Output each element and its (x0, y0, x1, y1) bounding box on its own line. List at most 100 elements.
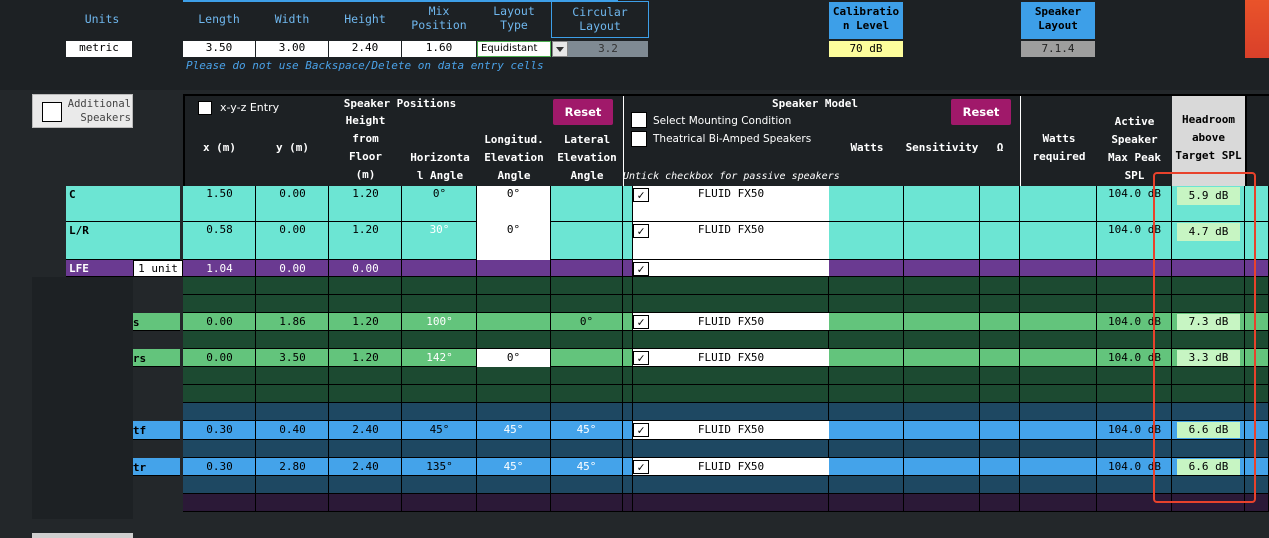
height-value-cell[interactable]: 2.40 (352, 460, 379, 473)
xyz-entry-checkbox[interactable] (198, 101, 212, 118)
lateral-elevation-cell[interactable]: 0° (579, 315, 594, 328)
x-value-cell[interactable]: 1.50 (206, 187, 233, 200)
layout-type-label-line-1: Layout (493, 4, 535, 18)
grid-line (622, 186, 623, 222)
grid-line (828, 385, 829, 403)
layout-type-select[interactable]: Equidistant (477, 41, 551, 57)
units-field[interactable]: metric (66, 41, 132, 57)
mix-position-field[interactable]: 1.60 (402, 41, 476, 57)
y-value-cell[interactable]: 0.40 (279, 423, 306, 436)
height-value-cell[interactable]: 1.20 (352, 223, 379, 236)
x-value-cell[interactable]: 1.04 (206, 262, 233, 275)
col-header-headroom: Headroom above Target SPL (1172, 111, 1245, 165)
y-value-cell[interactable]: 0.00 (279, 187, 306, 200)
table-row (0, 277, 1269, 295)
longitudinal-elevation-cell[interactable]: 0° (477, 349, 550, 367)
active-speaker-checkbox[interactable]: ✓ (633, 315, 649, 329)
active-speaker-checkbox[interactable]: ✓ (633, 460, 649, 474)
grid-line (622, 222, 623, 260)
col-header-horizontal-angle: Horizonta l Angle (403, 149, 477, 185)
width-field[interactable]: 3.00 (256, 41, 328, 57)
positions-reset-button[interactable]: Reset (553, 99, 613, 125)
lfe-unit-cell[interactable]: 1 unit (133, 260, 183, 277)
grid-line (622, 260, 623, 277)
grid-line (476, 260, 477, 277)
longitudinal-elevation-cell[interactable]: 45° (503, 423, 524, 436)
horizontal-angle-cell: 142° (426, 351, 453, 364)
height-value-cell[interactable]: 1.20 (352, 187, 379, 200)
lateral-elevation-cell[interactable] (551, 186, 622, 222)
additional-label-line-1: Additional (67, 98, 131, 110)
speaker-model-select[interactable]: FLUID FX50 (697, 315, 765, 328)
grid-line (328, 277, 329, 295)
theatrical-checkbox[interactable] (631, 131, 647, 150)
active-speaker-checkbox[interactable]: ✓ (633, 188, 649, 202)
grid-line (255, 313, 256, 331)
grid-line (255, 440, 256, 458)
longitudinal-elevation-cell[interactable]: 0° (477, 222, 550, 260)
lateral-elevation-cell[interactable]: 45° (576, 460, 597, 473)
height-field[interactable]: 2.40 (329, 41, 401, 57)
x-value-cell[interactable]: 0.00 (206, 351, 233, 364)
lateral-elevation-cell[interactable]: 45° (576, 423, 597, 436)
height-value-cell[interactable]: 2.40 (352, 423, 379, 436)
lateral-elevation-cell[interactable] (551, 349, 622, 367)
grid-line (622, 458, 623, 476)
grid-line (903, 222, 904, 260)
grid-line (903, 260, 904, 277)
longitudinal-elevation-cell[interactable]: 0° (477, 186, 550, 222)
active-speaker-checkbox[interactable]: ✓ (633, 224, 649, 238)
active-speaker-checkbox[interactable]: ✓ (633, 262, 649, 276)
max-spl-cell: 104.0 dB (1108, 351, 1161, 364)
grid-line (979, 385, 980, 403)
grid-line (979, 476, 980, 494)
grid-line (1171, 458, 1172, 476)
grid-line (903, 494, 904, 512)
y-value-cell[interactable]: 3.50 (279, 351, 306, 364)
side-orange-tab[interactable] (1245, 0, 1269, 58)
lateral-elevation-cell[interactable] (551, 222, 622, 260)
x-value-cell[interactable]: 0.30 (206, 423, 233, 436)
grid-line (1244, 367, 1245, 385)
longitudinal-elevation-cell[interactable]: 45° (503, 460, 524, 473)
mounting-condition-checkbox[interactable] (631, 112, 647, 131)
grid-line (401, 458, 402, 476)
speaker-model-select[interactable]: FLUID FX50 (697, 187, 765, 200)
grid-line (903, 186, 904, 222)
additional-speakers-checkbox[interactable] (42, 102, 62, 122)
x-value-cell[interactable]: 0.58 (206, 223, 233, 236)
speaker-name-cell: C (66, 186, 180, 222)
y-value-cell[interactable]: 2.80 (279, 460, 306, 473)
grid-line (255, 260, 256, 277)
height-value-cell[interactable]: 1.20 (352, 315, 379, 328)
active-speaker-checkbox[interactable]: ✓ (633, 351, 649, 365)
grid-line (476, 440, 477, 458)
height-value-cell[interactable]: 1.20 (352, 351, 379, 364)
calibration-level-field[interactable]: 70 dB (829, 41, 903, 57)
active-speaker-checkbox[interactable]: ✓ (633, 423, 649, 437)
y-value-cell[interactable]: 0.00 (279, 223, 306, 236)
speaker-model-select[interactable]: FLUID FX50 (697, 423, 765, 436)
x-value-cell[interactable]: 0.30 (206, 460, 233, 473)
length-field[interactable]: 3.50 (183, 41, 255, 57)
y-value-cell[interactable]: 0.00 (279, 262, 306, 275)
x-value-cell[interactable]: 0.00 (206, 315, 233, 328)
speaker-model-select[interactable]: FLUID FX50 (697, 223, 765, 236)
grid-line (1096, 349, 1097, 367)
model-reset-button[interactable]: Reset (951, 99, 1011, 125)
grid-line (622, 295, 623, 313)
height-value-cell[interactable]: 0.00 (352, 262, 379, 275)
grid-line (1171, 295, 1172, 313)
grid-line (1019, 222, 1020, 260)
speaker-model-select[interactable]: FLUID FX50 (697, 351, 765, 364)
longitudinal-elevation-cell[interactable] (477, 313, 550, 331)
additional-speakers-box[interactable]: Additional Speakers (32, 94, 133, 128)
speaker-model-select[interactable]: FLUID FX50 (697, 460, 765, 473)
layout-type-dropdown-button[interactable] (552, 41, 568, 57)
grid-line (1171, 494, 1172, 512)
grid-line (632, 421, 633, 440)
checkmark-icon: ✓ (633, 460, 649, 474)
y-value-cell[interactable]: 1.86 (279, 315, 306, 328)
grid-line (1096, 367, 1097, 385)
